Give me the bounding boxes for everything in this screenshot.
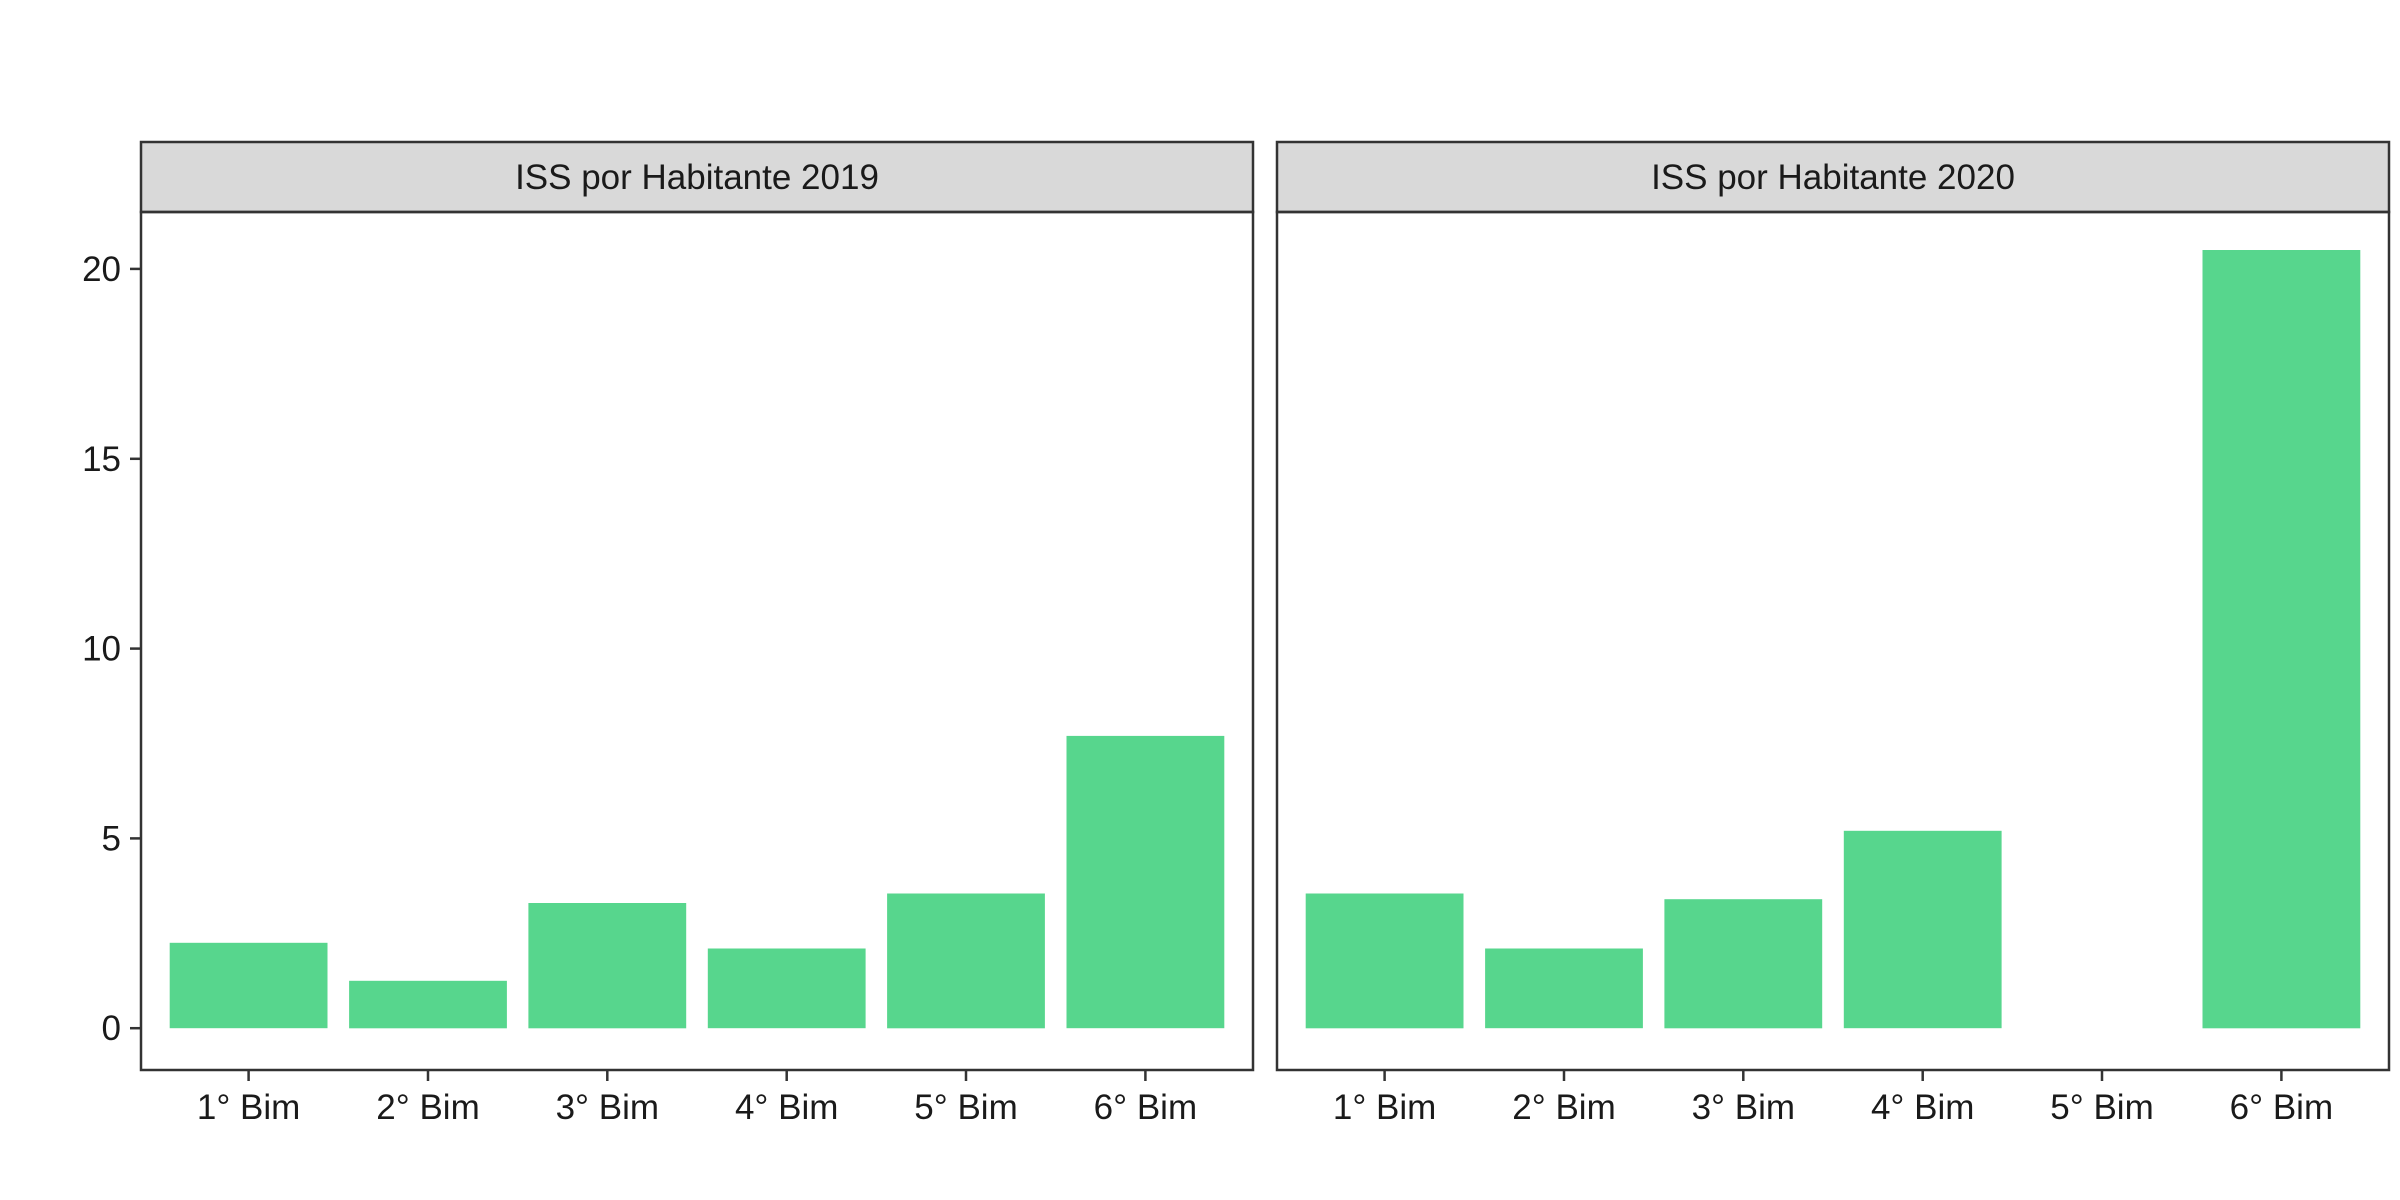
panel-title-2020: ISS por Habitante 2020 <box>1651 158 2015 197</box>
x-axis-2020: 1° Bim 2° Bim 3° Bim 4° Bim 5° Bim 6° Bim <box>1333 1070 2333 1127</box>
x-tick-label-2019-2: 2° Bim <box>376 1088 479 1127</box>
strip-2020 <box>1275 140 2391 214</box>
strip-2019 <box>139 140 1255 214</box>
x-tick-label-2020-4: 4° Bim <box>1871 1088 1974 1127</box>
y-tick-label-5: 5 <box>102 819 121 858</box>
y-tick-label-10: 10 <box>82 630 121 669</box>
bars-2019 <box>169 735 1225 1029</box>
y-tick-label-0: 0 <box>102 1009 121 1048</box>
panel-title-2019: ISS por Habitante 2019 <box>515 158 879 197</box>
bar-2019-6 <box>1066 735 1225 1029</box>
bar-2020-1 <box>1305 893 1464 1029</box>
x-tick-label-2019-6: 6° Bim <box>1094 1088 1197 1127</box>
x-tick-label-2019-4: 4° Bim <box>735 1088 838 1127</box>
bar-2019-2 <box>349 980 507 1029</box>
x-tick-label-2019-5: 5° Bim <box>914 1088 1017 1127</box>
bar-2019-5 <box>887 893 1045 1029</box>
y-tick-label-20: 20 <box>82 250 121 289</box>
panel-border-2020 <box>1275 210 2391 1072</box>
x-tick-label-2019-1: 1° Bim <box>197 1088 300 1127</box>
bar-2020-6 <box>2202 250 2361 1029</box>
bar-2019-3 <box>528 903 687 1029</box>
panel-border-2019 <box>139 210 1255 1072</box>
x-tick-label-2020-6: 6° Bim <box>2230 1088 2333 1127</box>
bar-2019-1 <box>169 942 328 1029</box>
x-tick-label-2020-5: 5° Bim <box>2050 1088 2153 1127</box>
bar-2020-2 <box>1485 948 1643 1029</box>
y-axis: 0 5 10 15 20 <box>82 250 141 1048</box>
panel-2019: ISS por Habitante 2019 1° Bim 2° Bim 3° Bi… <box>82 140 1255 1127</box>
bar-2020-3 <box>1664 899 1823 1029</box>
y-tick-label-15: 15 <box>82 440 121 479</box>
x-tick-label-2019-3: 3° Bim <box>556 1088 659 1127</box>
x-tick-label-2020-2: 2° Bim <box>1512 1088 1615 1127</box>
bar-2020-4 <box>1843 830 2002 1029</box>
bars-2020 <box>1305 250 2361 1029</box>
bar-2019-4 <box>707 948 866 1029</box>
panel-2020: ISS por Habitante 2020 1° Bim 2° Bim 3° Bi… <box>1275 140 2391 1127</box>
x-tick-label-2020-1: 1° Bim <box>1333 1088 1436 1127</box>
x-tick-label-2020-3: 3° Bim <box>1692 1088 1795 1127</box>
x-axis-2019: 1° Bim 2° Bim 3° Bim 4° Bim 5° Bim 6° Bim <box>197 1070 1197 1127</box>
